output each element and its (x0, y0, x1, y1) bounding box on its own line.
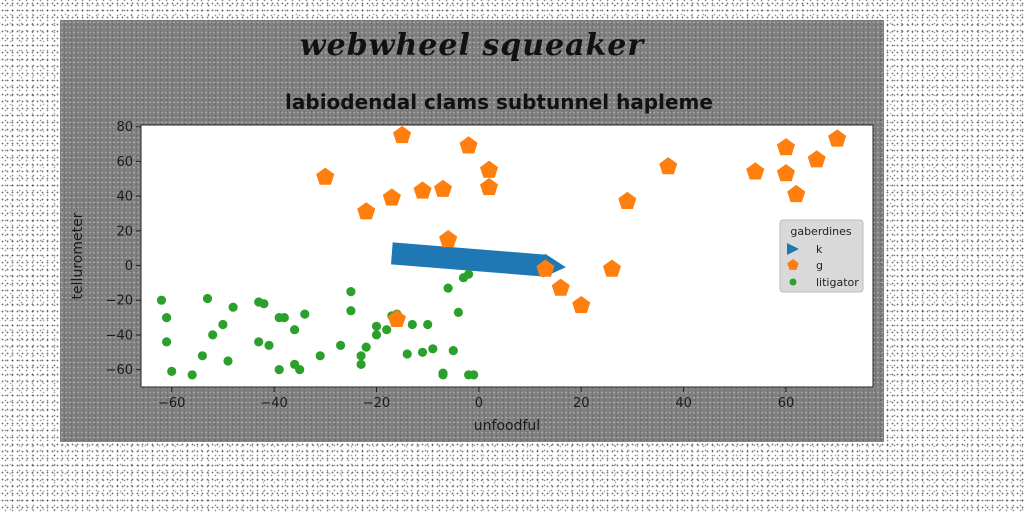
y-tick-label: −40 (106, 328, 133, 343)
litigator-point (423, 319, 433, 330)
x-tick-label: 60 (778, 396, 795, 411)
litigator-point (202, 293, 213, 304)
y-tick-label: 80 (116, 120, 133, 135)
legend-label-litigator: litigator (816, 276, 859, 289)
g-point (787, 184, 806, 203)
g-point (618, 191, 637, 209)
g-point (572, 296, 591, 314)
g-point (382, 188, 401, 206)
litigator-point (259, 299, 269, 309)
litigator-point (187, 370, 197, 380)
litigator-point (336, 340, 346, 350)
g-point (393, 125, 412, 144)
chart-canvas: labiodendal clams subtunnel hapleme −60−… (70, 90, 874, 434)
litigator-point (162, 313, 172, 323)
litigator-point (197, 351, 207, 361)
litigator-point (453, 307, 463, 317)
litigator-point (208, 330, 218, 340)
legend-label-g: g (816, 259, 823, 272)
legend: gaberdines kg litigator (779, 219, 864, 293)
litigator-point (407, 319, 417, 330)
g-point (746, 162, 765, 180)
chart-title: labiodendal clams subtunnel hapleme (285, 90, 713, 114)
litigator-point (274, 365, 284, 375)
litigator-point (300, 309, 310, 319)
x-tick-label: −20 (363, 396, 390, 411)
litigator-point (356, 351, 366, 361)
litigator-point (156, 295, 167, 305)
g-point (434, 179, 452, 197)
legend-label-k: k (816, 243, 823, 256)
y-tick-label: −20 (106, 294, 133, 309)
y-tick-label: 20 (116, 224, 133, 239)
litigator-point (254, 337, 264, 347)
g-point (480, 160, 499, 178)
y-tick-label: 60 (116, 155, 133, 170)
litigator-point (361, 342, 371, 352)
legend-litigator-marker (789, 278, 797, 286)
y-axis-label: tellurometer (70, 212, 86, 299)
litigator-point (402, 349, 412, 359)
legend-box (779, 219, 864, 293)
y-tick-label: 40 (116, 190, 133, 205)
x-axis: −60 −40 −20 0 20 40 60 (158, 387, 794, 411)
y-tick-label: −60 (106, 363, 133, 378)
litigator-point (448, 346, 458, 356)
litigator-point (469, 370, 479, 380)
y-axis: −60 −40 −20 0 20 40 60 80 (106, 120, 141, 378)
litigator-point (218, 319, 228, 330)
litigator-point (382, 325, 392, 335)
legend-k-marker (787, 243, 799, 255)
g-point (413, 181, 432, 199)
litigator-point (346, 306, 356, 316)
g-point (776, 138, 795, 156)
litigator-point (371, 330, 382, 340)
figure-title: webwheel squeaker (299, 28, 645, 63)
x-tick-label: −60 (158, 396, 185, 411)
arrow-mark (391, 242, 566, 278)
litigator-point (443, 283, 453, 293)
g-point (659, 157, 678, 175)
litigator-point (356, 359, 366, 369)
g-point (439, 230, 458, 248)
g-point (776, 164, 795, 182)
litigator-point (290, 325, 300, 335)
g-point (536, 259, 555, 277)
g-point (459, 136, 478, 154)
x-tick-label: −40 (260, 396, 287, 411)
y-tick-label: 0 (125, 259, 133, 274)
legend-title: gaberdines (790, 225, 852, 238)
x-axis-label: unfoodful (474, 418, 540, 434)
litigator-point (295, 365, 305, 375)
g-point (602, 259, 621, 277)
litigator-point (228, 302, 238, 312)
g-point (807, 150, 826, 168)
x-tick-label: 40 (675, 396, 692, 411)
x-tick-label: 20 (573, 396, 590, 411)
litigator-point (223, 356, 233, 366)
g-point (316, 167, 335, 185)
g-point (551, 278, 570, 296)
legend-items: kg litigator (787, 243, 859, 289)
g-point (480, 178, 499, 196)
litigator-point (417, 347, 428, 357)
figure: webwheel squeaker labiodendal clams subt… (60, 20, 884, 442)
litigator-point (371, 321, 382, 331)
litigator-point (428, 344, 438, 354)
legend-g-marker (787, 259, 799, 270)
g-point (387, 309, 406, 327)
g-point (828, 129, 847, 147)
litigator-point (464, 269, 474, 279)
g-point (357, 202, 376, 220)
litigator-point (264, 340, 274, 350)
data-marks (156, 125, 847, 380)
litigator-point (167, 366, 177, 376)
litigator-point (162, 337, 172, 347)
litigator-point (346, 287, 356, 297)
litigator-point (279, 313, 289, 323)
litigator-point (315, 351, 325, 361)
litigator-point (438, 370, 448, 380)
x-tick-label: 0 (475, 396, 483, 411)
